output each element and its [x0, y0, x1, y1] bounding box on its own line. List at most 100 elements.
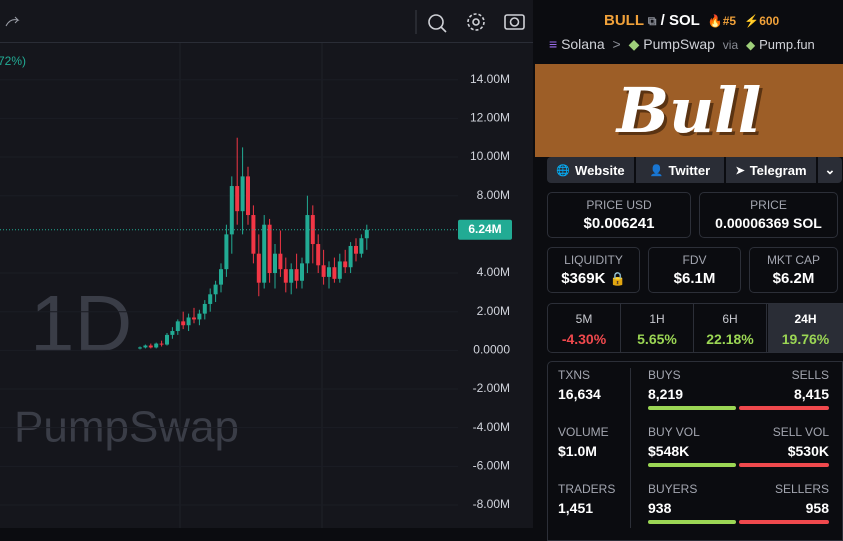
- candle-body: [256, 253, 261, 283]
- change: 22.18%: [706, 331, 754, 347]
- separator: /: [660, 12, 665, 29]
- y-tick-label: -2.00M: [473, 381, 510, 395]
- pair-panel: BULL ⧉ / SOL 🔥#5 ⚡600 ≡ Solana > ◆ PumpS…: [535, 0, 843, 541]
- screenshot-icon[interactable]: [504, 14, 525, 30]
- liquidity-box: LIQUIDITY $369K 🔒: [547, 247, 640, 293]
- label: PRICE: [750, 198, 787, 212]
- settings-icon[interactable]: [467, 13, 485, 31]
- rank-value: #5: [722, 14, 737, 28]
- y-tick-label: 8.00M: [477, 188, 510, 202]
- stat-value: 16,634: [558, 386, 601, 402]
- candle-body: [175, 321, 180, 332]
- pair-route: ≡ Solana > ◆ PumpSwap via ◆ Pump.fun: [549, 36, 815, 53]
- link-button[interactable]: 👤 Twitter: [636, 157, 724, 183]
- y-tick-label: 14.00M: [470, 72, 510, 86]
- left-label: BUY VOL: [648, 425, 700, 439]
- redo-icon[interactable]: [5, 16, 20, 27]
- candle-body: [208, 294, 213, 304]
- stat-label: TRADERS: [558, 482, 616, 496]
- right-label: SELLERS: [774, 482, 829, 496]
- route-arrow: >: [612, 36, 621, 52]
- candle-body: [273, 253, 277, 274]
- candle-body: [316, 244, 321, 266]
- period[interactable]: 6H 22.18%: [694, 304, 767, 352]
- replay-icon-handle: [440, 26, 447, 33]
- link-button[interactable]: 🌐 Website: [547, 157, 634, 183]
- candle-body: [154, 343, 159, 348]
- more-links[interactable]: ⌄: [818, 157, 842, 183]
- label: LIQUIDITY: [564, 253, 623, 267]
- stat-label: TXNS: [558, 368, 591, 382]
- candle-body: [246, 176, 250, 216]
- price-box: PRICE 0.00006369 SOL: [699, 192, 838, 238]
- telegram-icon: ➤: [735, 164, 745, 177]
- link-button[interactable]: ➤ Telegram: [726, 157, 816, 183]
- y-tick-label: 2.00M: [477, 304, 510, 318]
- candle-body: [181, 321, 186, 326]
- candle-body: [300, 263, 304, 281]
- link-label: Telegram: [749, 162, 807, 178]
- candle-body: [165, 334, 169, 345]
- candle-body: [235, 186, 240, 212]
- label: MKT CAP: [766, 253, 821, 267]
- period-active[interactable]: 24H 19.76%: [768, 304, 843, 352]
- price-usd-box: PRICE USD $0.006241: [547, 192, 691, 238]
- rank: 🔥#5: [707, 14, 737, 28]
- buy-bar: [648, 463, 736, 467]
- right-value: $530K: [787, 443, 829, 459]
- dex[interactable]: PumpSwap: [643, 36, 715, 52]
- replay-icon[interactable]: [428, 14, 444, 30]
- sell-bar: [739, 520, 829, 524]
- toolbar-icons: [428, 13, 525, 33]
- buy-bar: [648, 520, 736, 524]
- chart: 72%) 1D PumpSwap 14.00M 12.00M 10.00M 8.00M…: [0, 0, 533, 528]
- chain[interactable]: Solana: [561, 36, 605, 52]
- left-value: 938: [648, 500, 672, 516]
- user-icon: 👤: [649, 164, 664, 177]
- candle-body: [337, 261, 342, 279]
- fdv-box: FDV $6.1M: [648, 247, 741, 293]
- dex-logo: ◆: [628, 36, 640, 52]
- via: via: [722, 38, 739, 52]
- candle-body: [289, 269, 294, 283]
- value: $6.2M: [772, 270, 815, 287]
- value: 0.00006369 SOL: [715, 215, 822, 231]
- chain-logo: ≡: [549, 36, 558, 52]
- candle-body: [332, 267, 337, 279]
- candle-body: [327, 267, 331, 277]
- candle-body: [159, 343, 164, 345]
- launchpad[interactable]: Pump.fun: [759, 37, 815, 52]
- settings-icon-core: [472, 18, 480, 26]
- last-price-box: [458, 219, 512, 240]
- candle-body: [213, 284, 218, 295]
- period[interactable]: 1H 5.65%: [621, 304, 694, 352]
- right-label: SELL VOL: [772, 425, 829, 439]
- mcap-box: MKT CAP $6.2M: [749, 247, 838, 293]
- candle-body: [354, 245, 358, 254]
- legend-fragment: 72%): [0, 54, 26, 68]
- period[interactable]: 5M -4.30%: [548, 304, 621, 352]
- quote-symbol: SOL: [669, 12, 700, 29]
- value: $369K 🔒: [548, 270, 639, 287]
- left-value: 8,219: [648, 386, 684, 402]
- candle-body: [197, 313, 202, 320]
- watermark-interval: 1D: [30, 279, 132, 368]
- boosts-value: 600: [759, 14, 780, 28]
- banner: Bull: [535, 64, 843, 157]
- sell-bar: [739, 463, 829, 467]
- candle-body: [240, 176, 245, 212]
- value: $0.006241: [583, 215, 655, 232]
- right-value: 958: [805, 500, 829, 516]
- link-label: Twitter: [668, 162, 711, 178]
- stat-value: $1.0M: [558, 443, 597, 459]
- label: FDV: [682, 253, 707, 267]
- watermark-source: PumpSwap: [14, 403, 239, 452]
- label: 1H: [649, 312, 665, 326]
- copy-icon[interactable]: ⧉: [647, 14, 657, 28]
- value-text: $369K: [561, 270, 606, 287]
- left-label: BUYS: [648, 368, 681, 382]
- stats-divider: [630, 368, 631, 528]
- candle-body: [229, 186, 234, 235]
- chart-bg: [0, 0, 533, 528]
